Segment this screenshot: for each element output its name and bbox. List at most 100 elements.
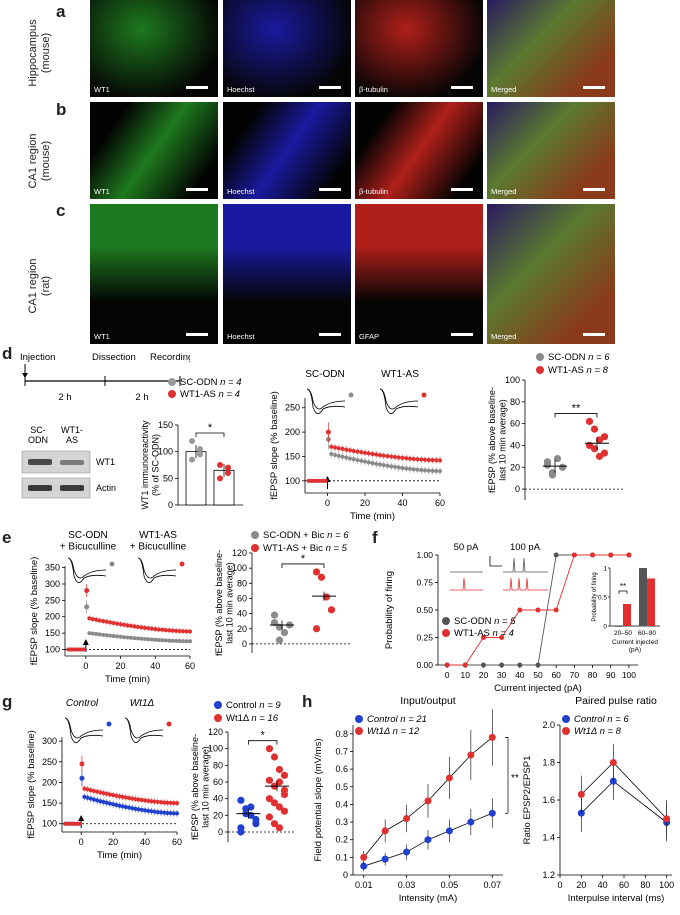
y-tick-label: 250 xyxy=(285,403,300,413)
y-tick-label: 100 xyxy=(232,563,247,573)
trace-label: SC-ODN xyxy=(305,369,344,380)
data-point xyxy=(270,820,279,828)
micrograph-r2-stain: β-tubulin xyxy=(355,102,483,199)
legend-marker xyxy=(562,727,570,735)
y-tick-label: 150 xyxy=(285,451,300,461)
data-point xyxy=(97,632,102,637)
inset-y-tick-label: 1 xyxy=(603,566,607,573)
scale-bar xyxy=(186,86,208,89)
data-point xyxy=(104,633,109,638)
x-tick-label: 0.05 xyxy=(441,880,459,890)
data-point xyxy=(351,448,356,453)
data-point xyxy=(423,468,427,473)
data-point xyxy=(535,662,541,668)
micrograph-r3-hoechst: Hoechst xyxy=(223,204,351,344)
y-tick-label: 0.5 xyxy=(335,782,348,792)
trace-waveform xyxy=(124,717,164,743)
data-point xyxy=(139,625,144,630)
data-point xyxy=(133,806,138,811)
data-point xyxy=(590,445,599,453)
data-point xyxy=(79,761,85,767)
panel-letter-c: c xyxy=(56,201,66,220)
data-point xyxy=(111,802,116,807)
data-point xyxy=(378,453,382,458)
data-point xyxy=(280,771,289,779)
data-point xyxy=(663,815,671,823)
timeline-label-injection: Injection xyxy=(20,352,55,363)
inset-x-axis-label: Current injected (pA) xyxy=(612,639,658,653)
data-point xyxy=(445,774,453,782)
micrograph-caption: Merged xyxy=(491,187,517,196)
data-point xyxy=(378,462,382,467)
y-tick-label: 0.1 xyxy=(335,852,348,862)
legend-entry: Wt1Δ n = 8 xyxy=(574,726,622,737)
data-point xyxy=(445,827,453,835)
micrograph-caption: Merged xyxy=(491,332,517,341)
data-point xyxy=(488,809,496,817)
y-axis-label: fEPSP slope (% baseline) xyxy=(29,557,40,666)
data-point xyxy=(424,836,432,844)
data-point xyxy=(415,467,420,472)
x-tick-label: 40 xyxy=(150,661,160,671)
data-point xyxy=(85,795,90,800)
data-point xyxy=(167,628,172,633)
x-tick-label: 40 xyxy=(598,880,608,890)
data-point xyxy=(426,468,431,473)
y-tick-label: 40 xyxy=(237,609,247,619)
legend-marker xyxy=(214,714,222,722)
data-point xyxy=(548,471,557,479)
y-tick-label: 150 xyxy=(42,798,57,808)
data-point xyxy=(87,631,92,636)
data-point xyxy=(91,797,96,802)
data-point xyxy=(275,824,284,832)
y-tick-label: 80 xyxy=(213,760,223,770)
data-point xyxy=(175,801,179,806)
chart-f-probability-of-firing: 0.000.250.500.751.000 10 20 30 40 50 60 70 80 90 1… xyxy=(384,542,660,693)
micrograph-r1-wt1: WT1 xyxy=(90,0,218,97)
data-point xyxy=(265,813,274,821)
scale-bar xyxy=(186,333,208,336)
panel-letter-f: f xyxy=(372,528,378,547)
data-point xyxy=(156,638,161,643)
y-tick-label: 0.00 xyxy=(416,660,433,670)
data-point xyxy=(101,791,106,796)
trace-label: 100 pA xyxy=(510,542,541,553)
data-point xyxy=(333,445,337,450)
data-point xyxy=(340,454,345,459)
x-tick-label: 0.03 xyxy=(398,880,416,890)
y-tick-label: 0.3 xyxy=(335,817,348,827)
data-point xyxy=(363,459,367,464)
data-point xyxy=(184,629,189,634)
data-point xyxy=(462,662,468,668)
data-point xyxy=(115,621,120,626)
y-tick-label: 0.2 xyxy=(335,835,348,845)
data-point xyxy=(348,448,352,453)
trace-waveform xyxy=(124,717,164,739)
data-point xyxy=(325,429,331,435)
data-point xyxy=(98,799,103,804)
data-point xyxy=(135,624,140,629)
micrograph-caption: β-tubulin xyxy=(359,85,388,94)
y-tick-label: 120 xyxy=(232,548,247,558)
data-point xyxy=(430,468,435,473)
data-point xyxy=(265,776,274,784)
scale-bar xyxy=(583,86,605,89)
data-point xyxy=(79,775,85,781)
data-point xyxy=(90,617,95,622)
data-point xyxy=(135,636,140,641)
x-tick-label: 20 xyxy=(576,880,586,890)
panel-letter-d: d xyxy=(2,344,13,363)
data-point xyxy=(336,453,341,458)
data-point xyxy=(197,446,203,452)
x-tick-label: 80 xyxy=(640,880,650,890)
timeline-interval-2: 2 h xyxy=(135,392,148,403)
data-point xyxy=(385,463,390,468)
data-point xyxy=(270,753,279,761)
data-point xyxy=(87,616,92,621)
trace-marker xyxy=(106,721,112,727)
data-point xyxy=(419,457,424,462)
scale-bar xyxy=(489,556,502,567)
trace-marker xyxy=(421,392,427,398)
data-point xyxy=(408,456,412,461)
